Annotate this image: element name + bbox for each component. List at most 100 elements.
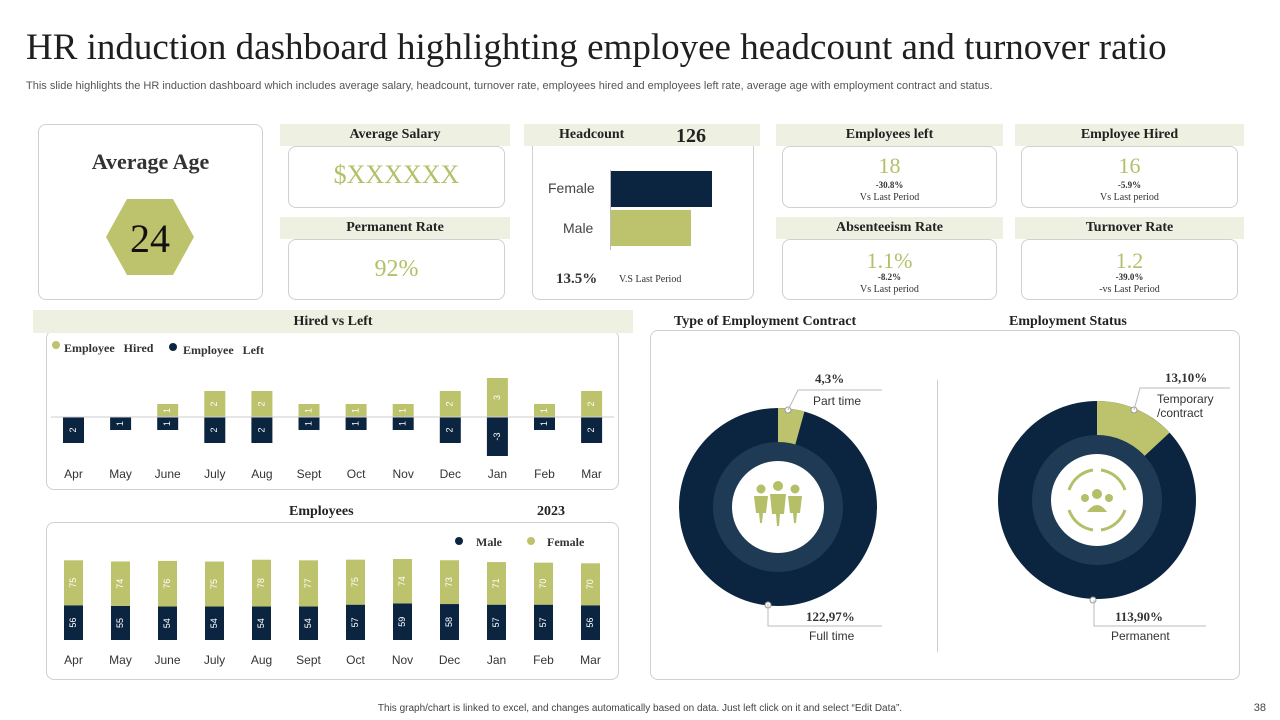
- hired-vs-left-tick-label: Dec: [440, 467, 461, 481]
- employee-hired-value: 16: [1022, 153, 1237, 179]
- left-value-label: 1: [115, 421, 125, 426]
- male-value-label: 54: [256, 618, 266, 628]
- employees-tick-label: June: [154, 653, 180, 667]
- employees-tick-label: Nov: [392, 653, 413, 667]
- employees-tick-label: July: [204, 653, 225, 667]
- absenteeism-rate-card: 1.1% -8.2% Vs Last period: [782, 239, 997, 300]
- hired-vs-left-tick-label: Sept: [297, 467, 322, 481]
- hired-value-label: 2: [445, 401, 455, 406]
- status-small-label-2: /contract: [1157, 406, 1203, 420]
- hired-vs-left-tick-label: Oct: [347, 467, 366, 481]
- absenteeism-rate-period: Vs Last period: [783, 284, 996, 295]
- left-value-label: 1: [398, 421, 408, 426]
- hired-vs-left-tick-label: May: [109, 467, 132, 481]
- average-salary-value: $XXXXXX: [289, 160, 504, 190]
- contract-small-label: Part time: [813, 394, 861, 408]
- employees-tick-label: Dec: [439, 653, 460, 667]
- permanent-rate-card: 92%: [288, 239, 505, 300]
- male-value-label: 59: [397, 617, 407, 627]
- headcount-male-bar: [611, 210, 691, 246]
- female-value-label: 71: [491, 578, 501, 588]
- left-value-label: 2: [209, 427, 219, 432]
- contract-large-label: Full time: [809, 629, 854, 643]
- employee-hired-change: -5.9%: [1022, 180, 1237, 190]
- hired-vs-left-tick-label: Feb: [534, 467, 555, 481]
- female-value-label: 70: [585, 579, 595, 589]
- average-salary-card: $XXXXXX: [288, 146, 505, 208]
- left-value-label: -3: [492, 432, 502, 440]
- page-title: HR induction dashboard highlighting empl…: [26, 26, 1167, 69]
- absenteeism-rate-value: 1.1%: [783, 248, 996, 274]
- hired-vs-left-tick-label: Mar: [581, 467, 602, 481]
- male-value-label: 56: [68, 618, 78, 628]
- left-value-label: 2: [586, 427, 596, 432]
- legend-left-dot: [169, 343, 177, 351]
- headcount-value: 126: [676, 125, 706, 148]
- employees-tick-label: Mar: [580, 653, 601, 667]
- turnover-rate-header: Turnover Rate: [1015, 217, 1244, 239]
- male-value-label: 57: [491, 617, 501, 627]
- page-subtitle: This slide highlights the HR induction d…: [26, 80, 993, 92]
- hired-vs-left-tick-label: Apr: [64, 467, 83, 481]
- average-age-card: Average Age 24: [38, 124, 263, 300]
- left-value-label: 1: [350, 421, 360, 426]
- employee-hired-period: Vs Last period: [1022, 192, 1237, 203]
- employees-tick-label: Aug: [251, 653, 272, 667]
- employees-year: 2023: [537, 500, 565, 523]
- hired-vs-left-tick-label: Nov: [393, 467, 414, 481]
- permanent-rate-header: Permanent Rate: [280, 217, 510, 239]
- female-value-label: 75: [68, 578, 78, 588]
- male-value-label: 54: [303, 618, 313, 628]
- male-value-label: 56: [585, 618, 595, 628]
- headcount-change-label: V.S Last Period: [619, 274, 681, 285]
- hired-value-label: 1: [303, 408, 313, 413]
- legend-left-label: Employee Left: [183, 343, 264, 358]
- male-value-label: 54: [209, 618, 219, 628]
- contract-large-pct: 122,97%: [806, 609, 855, 625]
- hired-vs-left-tick-label: July: [204, 467, 225, 481]
- headcount-male-label: Male: [563, 220, 593, 236]
- employees-tick-label: Oct: [346, 653, 365, 667]
- hired-vs-left-tick-label: June: [155, 467, 181, 481]
- employees-tick-label: Jan: [487, 653, 506, 667]
- male-value-label: 55: [115, 618, 125, 628]
- female-value-label: 78: [256, 578, 266, 588]
- employees-tick-label: May: [109, 653, 132, 667]
- female-value-label: 75: [209, 579, 219, 589]
- employees-tick-label: Feb: [533, 653, 554, 667]
- left-value-label: 1: [303, 421, 313, 426]
- hired-value-label: 1: [539, 408, 549, 413]
- hired-vs-left-header: Hired vs Left: [33, 310, 633, 333]
- average-age-label: Average Age: [39, 149, 262, 175]
- contract-small-pct: 4,3%: [815, 371, 844, 387]
- male-value-label: 58: [444, 617, 454, 627]
- male-value-label: 57: [350, 617, 360, 627]
- female-value-label: 73: [444, 577, 454, 587]
- female-value-label: 76: [162, 579, 172, 589]
- headcount-female-bar: [611, 171, 712, 207]
- left-value-label: 1: [162, 421, 172, 426]
- female-value-label: 75: [350, 577, 360, 587]
- employees-tick-label: Apr: [64, 653, 83, 667]
- hired-value-label: 1: [398, 408, 408, 413]
- legend-male-dot: [455, 537, 463, 545]
- employees-left-value: 18: [783, 153, 996, 179]
- average-salary-header: Average Salary: [280, 124, 510, 146]
- employees-left-change: -30.8%: [783, 180, 996, 190]
- female-value-label: 70: [538, 579, 548, 589]
- permanent-rate-value: 92%: [289, 256, 504, 283]
- legend-female-dot: [527, 537, 535, 545]
- absenteeism-rate-header: Absenteeism Rate: [776, 217, 1003, 239]
- status-large-pct: 113,90%: [1115, 609, 1163, 625]
- female-value-label: 74: [115, 579, 125, 589]
- status-small-label-1: Temporary: [1157, 392, 1214, 406]
- male-value-label: 57: [538, 617, 548, 627]
- employee-hired-header: Employee Hired: [1015, 124, 1244, 146]
- legend-hired-dot: [52, 341, 60, 349]
- average-age-value: 24: [105, 215, 195, 262]
- female-value-label: 77: [303, 578, 313, 588]
- hired-vs-left-chart: 2 Apr 1 May 1 1 June 2 2 July 2 2 Aug 1 1 Sept 1 1 Oct 1 1 No…: [46, 365, 619, 485]
- employees-left-period: Vs Last Period: [783, 192, 996, 203]
- male-value-label: 54: [162, 618, 172, 628]
- turnover-rate-period: -vs Last Period: [1022, 284, 1237, 295]
